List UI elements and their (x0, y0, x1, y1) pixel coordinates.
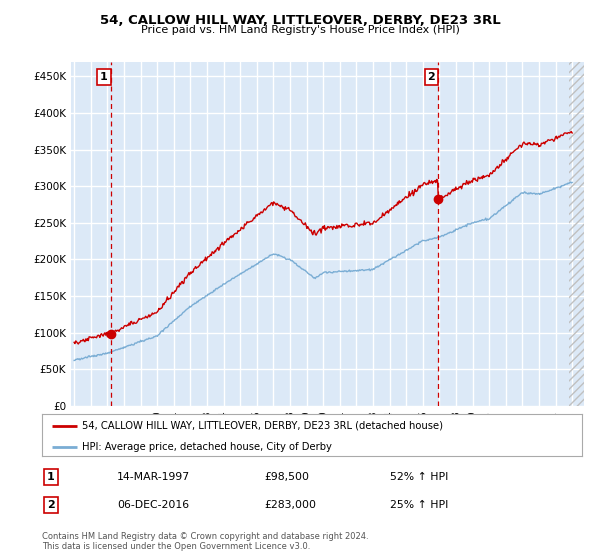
Text: 2: 2 (47, 500, 55, 510)
Text: Price paid vs. HM Land Registry's House Price Index (HPI): Price paid vs. HM Land Registry's House … (140, 25, 460, 35)
Text: 14-MAR-1997: 14-MAR-1997 (117, 472, 190, 482)
Text: 25% ↑ HPI: 25% ↑ HPI (390, 500, 448, 510)
Text: 06-DEC-2016: 06-DEC-2016 (117, 500, 189, 510)
Text: £98,500: £98,500 (264, 472, 309, 482)
Text: 54, CALLOW HILL WAY, LITTLEOVER, DERBY, DE23 3RL: 54, CALLOW HILL WAY, LITTLEOVER, DERBY, … (100, 14, 500, 27)
Text: 54, CALLOW HILL WAY, LITTLEOVER, DERBY, DE23 3RL (detached house): 54, CALLOW HILL WAY, LITTLEOVER, DERBY, … (83, 421, 443, 431)
Text: HPI: Average price, detached house, City of Derby: HPI: Average price, detached house, City… (83, 442, 332, 452)
Text: £283,000: £283,000 (264, 500, 316, 510)
Text: 1: 1 (47, 472, 55, 482)
Text: Contains HM Land Registry data © Crown copyright and database right 2024.
This d: Contains HM Land Registry data © Crown c… (42, 532, 368, 552)
Text: 1: 1 (100, 72, 108, 82)
Text: 2: 2 (428, 72, 435, 82)
Text: 52% ↑ HPI: 52% ↑ HPI (390, 472, 448, 482)
